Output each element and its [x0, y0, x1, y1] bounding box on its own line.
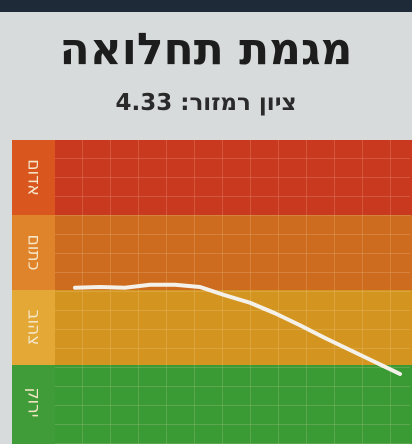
title: מגמת תחלואה	[59, 24, 353, 75]
zone-tab	[12, 290, 55, 365]
zone-label: צהוב	[24, 310, 44, 346]
zone-tab	[12, 140, 55, 215]
top-bar	[0, 0, 412, 12]
zone-label: אדום	[24, 159, 44, 196]
zone-tab	[12, 215, 55, 290]
zone-tab	[12, 365, 55, 444]
score: ציון רמזור: 4.33	[115, 90, 297, 116]
grid	[55, 140, 410, 444]
zone-label: כתום	[24, 234, 44, 270]
trend-line	[73, 282, 402, 376]
zone-label: ירוק	[24, 387, 44, 417]
